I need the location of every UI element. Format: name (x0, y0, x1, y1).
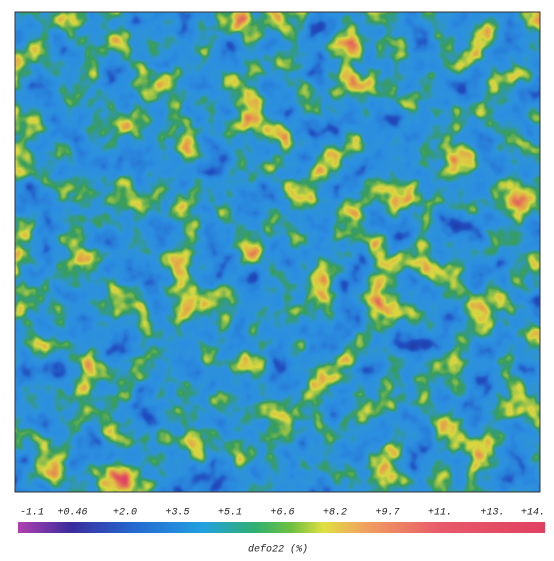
colorbar-tick-label: +3.5 (165, 508, 189, 519)
colorbar-tick-label: +5.1 (218, 508, 242, 519)
colorbar-label: defo22 (%) (248, 544, 308, 556)
colorbar-tick-label: +9.7 (375, 508, 399, 519)
colorbar (18, 522, 545, 533)
map-frame (14, 11, 541, 493)
colorbar-tick-label: +14. (521, 508, 545, 519)
colorbar-ticks: -1.1 +0.46 +2.0 +3.5 +5.1 +6.6 +8.2 +9.7 +11. +13… (20, 508, 545, 519)
colorbar-tick-label: +11. (428, 508, 452, 519)
colorbar-tick-label: -1.1 (20, 508, 44, 519)
colorbar-tick-label: +0.46 (57, 508, 87, 519)
colorbar-tick-label: +13. (480, 508, 504, 519)
strain-map (15, 12, 540, 492)
colorbar-tick-label: +8.2 (323, 508, 347, 519)
colorbar-tick-label: +6.6 (270, 508, 294, 519)
colorbar-tick-label: +2.0 (113, 508, 137, 519)
